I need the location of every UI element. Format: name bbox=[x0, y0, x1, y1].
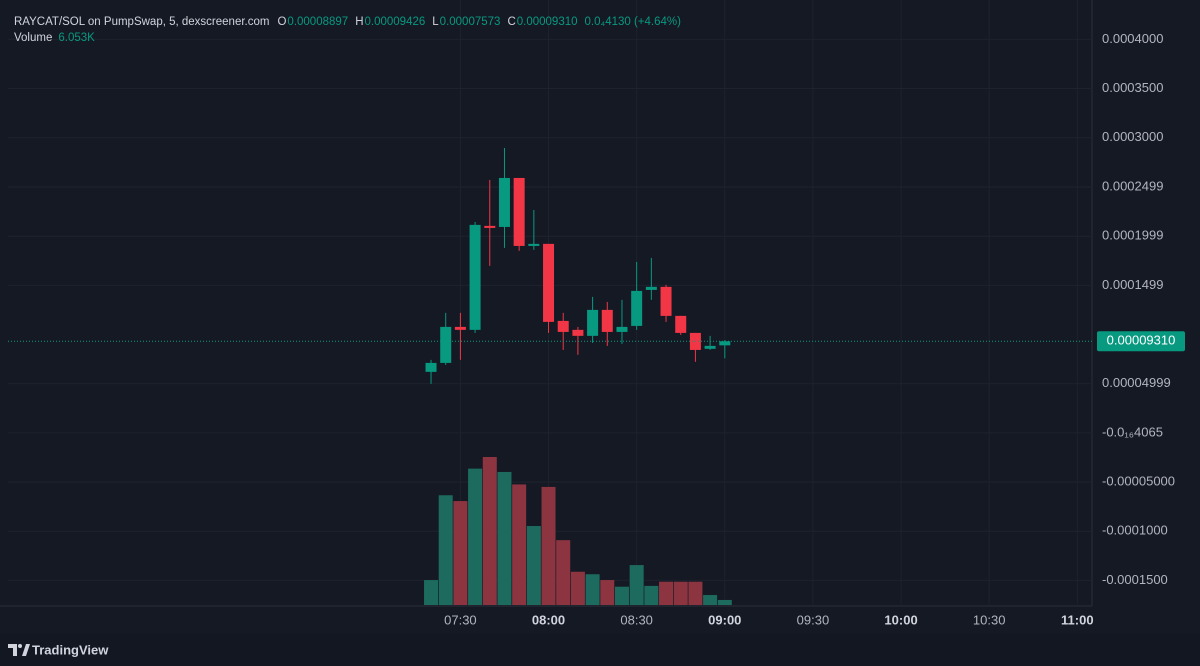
x-tick-label: 09:30 bbox=[797, 612, 830, 627]
legend-text: O bbox=[277, 16, 286, 28]
legend-text: 0.00007573 bbox=[440, 16, 501, 28]
candle-body bbox=[572, 329, 584, 336]
candle-body bbox=[616, 326, 628, 332]
candle-body bbox=[513, 177, 525, 246]
volume-bar bbox=[556, 540, 571, 605]
volume-bar bbox=[673, 581, 688, 605]
volume-bar bbox=[600, 580, 615, 605]
y-tick-label: -0.0001000 bbox=[1102, 523, 1168, 538]
legend-text: 0.00009426 bbox=[365, 16, 426, 28]
y-tick-label: -0.0001500 bbox=[1102, 572, 1168, 587]
candle-body bbox=[719, 341, 731, 346]
candle-body bbox=[484, 225, 496, 228]
y-tick-label: 0.0003500 bbox=[1102, 80, 1163, 95]
volume-bar bbox=[659, 581, 674, 605]
volume-bar bbox=[438, 495, 453, 605]
legend-text: 0.00008897 bbox=[287, 16, 348, 28]
volume-bar bbox=[482, 457, 497, 605]
last-price-box bbox=[1097, 331, 1185, 352]
y-tick-label: 0.0003000 bbox=[1102, 129, 1163, 144]
candle-body bbox=[660, 286, 672, 316]
candle-body bbox=[675, 315, 687, 333]
legend-volume: Volume bbox=[14, 32, 52, 44]
y-tick-label: 0.0004000 bbox=[1102, 31, 1163, 46]
volume-bar bbox=[629, 565, 644, 605]
volume-bar bbox=[541, 486, 556, 605]
x-tick-label: 10:30 bbox=[973, 612, 1006, 627]
volume-bar bbox=[512, 484, 527, 605]
y-tick-label: 0.0002499 bbox=[1102, 178, 1163, 193]
volume-bar bbox=[644, 585, 659, 605]
volume-bar bbox=[703, 595, 718, 605]
candle-body bbox=[631, 290, 643, 326]
legend-text: 0.00009310 bbox=[517, 16, 578, 28]
footer-bar bbox=[0, 634, 1200, 666]
logo bbox=[8, 644, 30, 656]
candle-body bbox=[557, 320, 569, 332]
footer-brand: TradingView bbox=[32, 642, 109, 657]
x-tick-label: 07:30 bbox=[444, 612, 477, 627]
x-tick-label: 10:00 bbox=[884, 612, 917, 627]
volume-bar bbox=[688, 581, 703, 605]
y-tick-label: -0.0₁₆4065 bbox=[1102, 424, 1163, 439]
volume-bar bbox=[717, 599, 732, 605]
volume-bar bbox=[526, 526, 541, 605]
volume-bar bbox=[468, 468, 483, 605]
last-price-label: 0.00009310 bbox=[1107, 333, 1176, 348]
candle-body bbox=[469, 224, 481, 330]
candle-body bbox=[601, 309, 613, 332]
y-tick-label: 0.00004999 bbox=[1102, 375, 1171, 390]
y-tick-label: -0.00005000 bbox=[1102, 473, 1175, 488]
candle-body bbox=[454, 326, 466, 330]
candle-body bbox=[440, 326, 452, 363]
x-tick-label: 08:00 bbox=[532, 612, 565, 627]
volume-bar bbox=[424, 580, 439, 605]
y-tick-label: 0.0001499 bbox=[1102, 277, 1163, 292]
candle-body bbox=[645, 286, 657, 290]
candle-body bbox=[543, 243, 555, 322]
volume-bar bbox=[585, 574, 600, 605]
candle-body bbox=[587, 309, 599, 336]
legend-text: L bbox=[432, 16, 439, 28]
volume-bar bbox=[570, 571, 585, 605]
candle-body bbox=[528, 243, 540, 246]
x-tick-label: 08:30 bbox=[620, 612, 653, 627]
volume-bar bbox=[453, 501, 468, 605]
candle-body bbox=[425, 362, 437, 372]
volume-bar bbox=[614, 586, 629, 605]
legend-text: H bbox=[355, 16, 363, 28]
candle-body bbox=[498, 177, 510, 227]
volume-bar bbox=[497, 471, 512, 605]
candle-body bbox=[704, 345, 716, 349]
legend-text: C bbox=[507, 16, 515, 28]
x-tick-label: 09:00 bbox=[708, 612, 741, 627]
legend-text: 0.0₄4130 (+4.64%) bbox=[585, 16, 682, 28]
legend-text: RAYCAT/SOL on PumpSwap, 5, dexscreener.c… bbox=[14, 16, 269, 28]
legend-volume-value: 6.053K bbox=[58, 32, 95, 44]
y-tick-label: 0.0001999 bbox=[1102, 228, 1163, 243]
x-tick-label: 11:00 bbox=[1061, 612, 1094, 627]
